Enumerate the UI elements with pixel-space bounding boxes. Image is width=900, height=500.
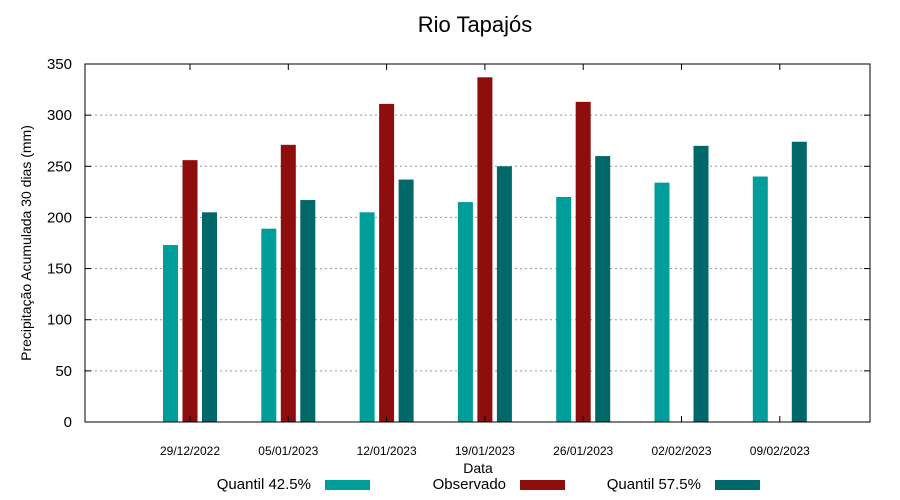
y-tick-label: 300 xyxy=(47,107,72,124)
x-tick-label: 02/02/2023 xyxy=(651,444,711,458)
bar-quantil-57-5--19-01-2023 xyxy=(496,166,512,422)
bar-quantil-42-5--29-12-2022 xyxy=(163,245,178,422)
legend-swatch xyxy=(325,480,370,490)
x-tick-label: 26/01/2023 xyxy=(553,444,613,458)
legend-swatch xyxy=(520,480,565,490)
x-tick-label: 19/01/2023 xyxy=(455,444,515,458)
bar-quantil-42-5--02-02-2023 xyxy=(654,182,670,422)
y-axis-ticks: 0 50 100 150 200 250 300 350 xyxy=(47,56,870,431)
y-tick-label: 350 xyxy=(47,56,72,73)
bar-quantil-57-5--12-01-2023 xyxy=(398,179,414,422)
bar-quantil-57-5--26-01-2023 xyxy=(595,156,611,423)
x-axis-label: Data xyxy=(463,460,493,476)
bar-observado-29-12-2022 xyxy=(182,160,198,423)
legend-label: Quantil 57.5% xyxy=(607,476,701,493)
y-axis-label: Precipitação Acumulada 30 dias (mm) xyxy=(18,125,34,361)
bar-quantil-42-5--05-01-2023 xyxy=(261,228,277,422)
bar-quantil-57-5--02-02-2023 xyxy=(693,145,709,423)
bar-observado-05-01-2023 xyxy=(280,144,296,422)
y-tick-label: 200 xyxy=(47,209,72,226)
x-tick-label: 05/01/2023 xyxy=(258,444,318,458)
legend-label: Observado xyxy=(433,476,506,493)
bar-quantil-42-5--12-01-2023 xyxy=(359,212,375,422)
x-tick-label: 12/01/2023 xyxy=(357,444,417,458)
bar-quantil-42-5--09-02-2023 xyxy=(752,176,768,422)
y-tick-label: 150 xyxy=(47,261,72,278)
bar-quantil-57-5--09-02-2023 xyxy=(791,141,807,423)
x-tick-label: 29/12/2022 xyxy=(160,444,220,458)
bar-quantil-57-5--29-12-2022 xyxy=(202,212,217,422)
y-tick-label: 50 xyxy=(55,363,72,380)
x-tick-label: 09/02/2023 xyxy=(750,444,810,458)
y-tick-label: 0 xyxy=(64,414,72,431)
chart-title: Rio Tapajós xyxy=(418,12,533,37)
bar-quantil-57-5--05-01-2023 xyxy=(300,200,316,422)
plot-frame xyxy=(84,63,871,423)
y-tick-label: 100 xyxy=(47,312,72,329)
bar-observado-12-01-2023 xyxy=(379,103,395,423)
bar-quantil-42-5--19-01-2023 xyxy=(457,202,473,422)
bar-quantil-42-5--26-01-2023 xyxy=(556,196,572,422)
y-tick-label: 250 xyxy=(47,158,72,175)
legend-label: Quantil 42.5% xyxy=(217,476,311,493)
legend-swatch xyxy=(715,480,760,490)
bars xyxy=(163,77,807,423)
x-axis-ticks: 29/12/2022 05/01/2023 12/01/2023 19/01/2023… xyxy=(160,64,810,458)
bar-observado-19-01-2023 xyxy=(477,77,493,422)
bar-observado-26-01-2023 xyxy=(575,101,591,423)
legend: Quantil 42.5% Observado Quantil 57.5% xyxy=(217,476,760,493)
